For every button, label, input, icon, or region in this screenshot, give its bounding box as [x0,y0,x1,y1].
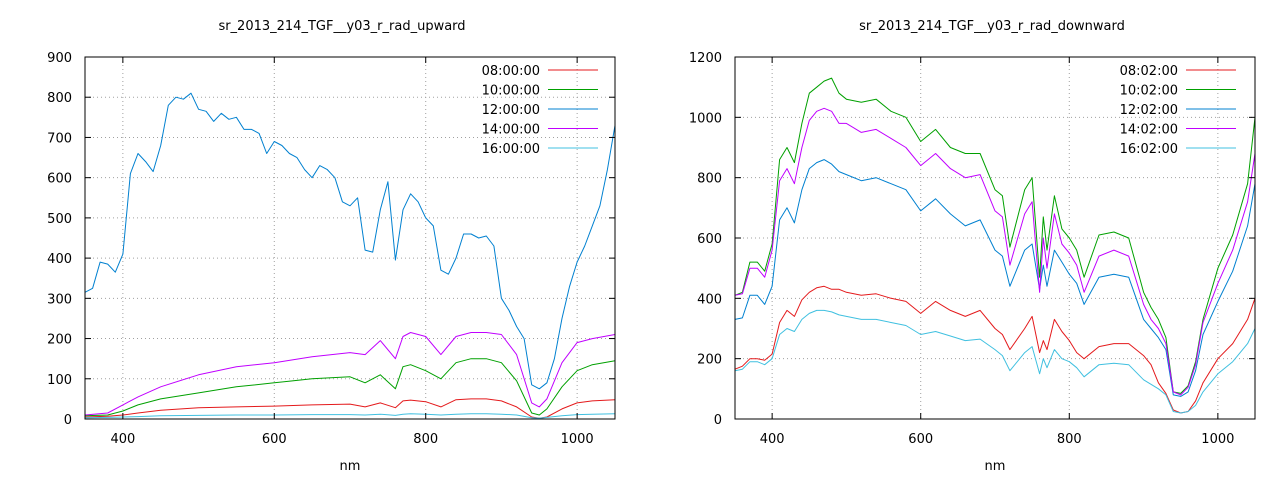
y-tick-label: 700 [47,131,72,146]
legend-label: 08:02:00 [1120,64,1178,79]
legend: 08:02:00 10:02:00 12:02:00 14:02:00 16:02:00 [1120,64,1236,157]
x-axis-label: nm [340,459,361,474]
axis-ticks: 0 200 400 600 800 1000 1200 400 600 800 1000 [689,51,1255,447]
series-line-16:00:00 [84,413,616,419]
x-tick-label: 1000 [561,432,594,447]
y-tick-label: 200 [47,333,72,348]
series-line-10:02:00 [734,77,1256,394]
y-tick-label: 500 [47,212,72,227]
legend-label: 14:02:00 [1120,123,1178,138]
y-tick-label: 400 [697,292,722,307]
y-tick-label: 400 [47,252,72,267]
legend-label: 16:02:00 [1120,142,1178,157]
x-axis-label: nm [985,459,1006,474]
x-tick-label: 800 [413,432,438,447]
legend-label: 14:00:00 [482,123,540,138]
grid [85,57,615,419]
y-tick-label: 300 [47,292,72,307]
legend-label: 12:02:00 [1120,103,1178,118]
x-tick-label: 1000 [1201,432,1234,447]
y-tick-label: 100 [47,373,72,388]
chart-title: sr_2013_214_TGF__y03_r_rad_downward [859,19,1125,34]
series-line-16:02:00 [734,309,1256,414]
x-tick-label: 400 [760,432,785,447]
legend-label: 16:00:00 [482,142,540,157]
y-tick-label: 600 [47,172,72,187]
legend-label: 12:00:00 [482,103,540,118]
chart-upward: sr_2013_214_TGF__y03_r_rad_upward 0 100 20… [47,19,616,474]
x-tick-label: 600 [908,432,933,447]
chart-title: sr_2013_214_TGF__y03_r_rad_upward [218,19,465,34]
series-line-14:00:00 [84,332,616,416]
series-lines [84,92,616,419]
y-tick-label: 800 [47,91,72,106]
x-tick-label: 800 [1057,432,1082,447]
series-line-12:02:00 [734,159,1256,397]
series-lines [734,77,1256,414]
y-tick-label: 0 [64,413,72,428]
y-tick-label: 0 [714,413,722,428]
y-tick-label: 900 [47,51,72,66]
axis-ticks: 0 100 200 300 400 500 600 700 800 900 400 600 800 100… [47,51,615,447]
legend: 08:00:00 10:00:00 12:00:00 14:00:00 16:00:00 [482,64,598,157]
y-tick-label: 1000 [689,111,722,126]
chart-downward: sr_2013_214_TGF__y03_r_rad_downward 0 200… [689,19,1256,474]
legend-label: 10:00:00 [482,84,540,99]
x-tick-label: 400 [110,432,135,447]
plot-frame [84,56,616,420]
y-tick-label: 200 [697,353,722,368]
series-line-08:02:00 [734,285,1256,414]
series-line-10:00:00 [84,358,616,417]
series-line-12:00:00 [84,92,616,390]
y-tick-label: 600 [697,232,722,247]
y-tick-label: 800 [697,172,722,187]
legend-label: 08:00:00 [482,64,540,79]
series-line-14:02:00 [734,107,1256,396]
x-tick-label: 600 [262,432,287,447]
y-tick-label: 1200 [689,51,722,66]
legend-label: 10:02:00 [1120,84,1178,99]
